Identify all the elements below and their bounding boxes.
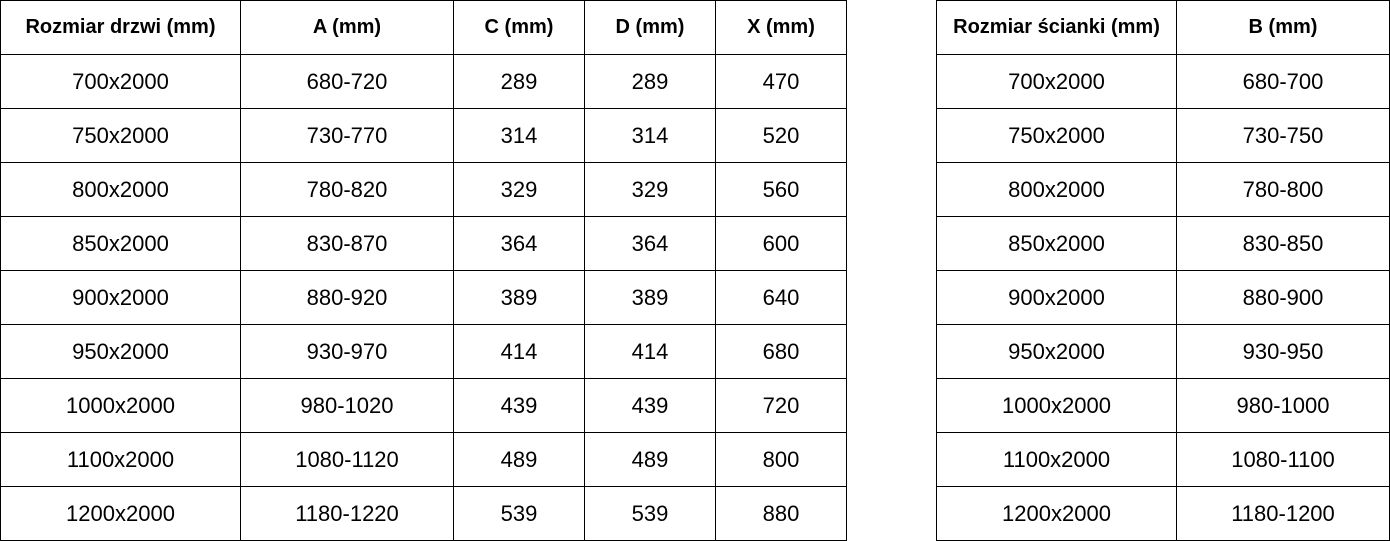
table-cell-wall-size: 750x2000 [936, 108, 1177, 163]
header-door-size: Rozmiar drzwi (mm) [0, 0, 241, 55]
table-cell-door-size: 750x2000 [0, 108, 241, 163]
table-cell-c: 364 [453, 216, 585, 271]
table-cell-door-size: 950x2000 [0, 324, 241, 379]
table-cell-c: 489 [453, 432, 585, 487]
table-row: 950x2000 930-970 414 414 680 [0, 324, 847, 379]
table-row: 800x2000 780-820 329 329 560 [0, 162, 847, 217]
table-cell-d: 364 [584, 216, 716, 271]
table-row: 1100x2000 1080-1120 489 489 800 [0, 432, 847, 487]
table-cell-x: 800 [715, 432, 847, 487]
table-cell-x: 470 [715, 54, 847, 109]
table-cell-c: 289 [453, 54, 585, 109]
header-d: D (mm) [584, 0, 716, 55]
table-cell-b: 1180-1200 [1176, 486, 1390, 541]
table-cell-c: 414 [453, 324, 585, 379]
table-row: 1100x2000 1080-1100 [936, 432, 1390, 487]
table-cell-d: 539 [584, 486, 716, 541]
table-cell-wall-size: 800x2000 [936, 162, 1177, 217]
table-cell-x: 680 [715, 324, 847, 379]
table-cell-d: 329 [584, 162, 716, 217]
table-row: 700x2000 680-700 [936, 54, 1390, 109]
table-cell-a: 680-720 [240, 54, 454, 109]
table-cell-a: 1180-1220 [240, 486, 454, 541]
table-cell-b: 980-1000 [1176, 378, 1390, 433]
table-cell-door-size: 1200x2000 [0, 486, 241, 541]
table-cell-x: 720 [715, 378, 847, 433]
table-cell-d: 314 [584, 108, 716, 163]
table-cell-b: 780-800 [1176, 162, 1390, 217]
table-cell-b: 1080-1100 [1176, 432, 1390, 487]
table-cell-x: 640 [715, 270, 847, 325]
table-row: 750x2000 730-770 314 314 520 [0, 108, 847, 163]
table-cell-wall-size: 950x2000 [936, 324, 1177, 379]
table-cell-d: 439 [584, 378, 716, 433]
table-cell-door-size: 1100x2000 [0, 432, 241, 487]
table-row: 800x2000 780-800 [936, 162, 1390, 217]
table-cell-door-size: 900x2000 [0, 270, 241, 325]
table-cell-d: 489 [584, 432, 716, 487]
table-cell-x: 520 [715, 108, 847, 163]
table-row: 850x2000 830-850 [936, 216, 1390, 271]
table-cell-b: 880-900 [1176, 270, 1390, 325]
header-wall-size: Rozmiar ścianki (mm) [936, 0, 1177, 55]
header-c: C (mm) [453, 0, 585, 55]
table-cell-b: 680-700 [1176, 54, 1390, 109]
table-cell-door-size: 850x2000 [0, 216, 241, 271]
table-cell-c: 389 [453, 270, 585, 325]
table-row: 850x2000 830-870 364 364 600 [0, 216, 847, 271]
table-header-row: Rozmiar drzwi (mm) A (mm) C (mm) D (mm) … [0, 0, 847, 55]
table-cell-a: 780-820 [240, 162, 454, 217]
table-cell-c: 329 [453, 162, 585, 217]
table-cell-wall-size: 1000x2000 [936, 378, 1177, 433]
table-cell-door-size: 700x2000 [0, 54, 241, 109]
table-row: 750x2000 730-750 [936, 108, 1390, 163]
table-cell-door-size: 1000x2000 [0, 378, 241, 433]
table-cell-x: 600 [715, 216, 847, 271]
table-cell-wall-size: 850x2000 [936, 216, 1177, 271]
table-cell-a: 930-970 [240, 324, 454, 379]
table-cell-b: 830-850 [1176, 216, 1390, 271]
table-cell-a: 980-1020 [240, 378, 454, 433]
table-row: 950x2000 930-950 [936, 324, 1390, 379]
table-header-row: Rozmiar ścianki (mm) B (mm) [936, 0, 1390, 55]
table-cell-x: 880 [715, 486, 847, 541]
table-row: 1200x2000 1180-1200 [936, 486, 1390, 541]
table-cell-a: 880-920 [240, 270, 454, 325]
table-cell-a: 730-770 [240, 108, 454, 163]
header-b: B (mm) [1176, 0, 1390, 55]
table-cell-d: 289 [584, 54, 716, 109]
door-size-table: Rozmiar drzwi (mm) A (mm) C (mm) D (mm) … [0, 0, 847, 541]
table-cell-b: 730-750 [1176, 108, 1390, 163]
header-x: X (mm) [715, 0, 847, 55]
table-cell-d: 389 [584, 270, 716, 325]
table-cell-c: 314 [453, 108, 585, 163]
table-cell-wall-size: 700x2000 [936, 54, 1177, 109]
table-row: 900x2000 880-900 [936, 270, 1390, 325]
table-row: 700x2000 680-720 289 289 470 [0, 54, 847, 109]
table-cell-wall-size: 900x2000 [936, 270, 1177, 325]
table-cell-c: 439 [453, 378, 585, 433]
table-row: 1000x2000 980-1000 [936, 378, 1390, 433]
table-cell-c: 539 [453, 486, 585, 541]
wall-size-table: Rozmiar ścianki (mm) B (mm) 700x2000 680-… [936, 0, 1390, 541]
table-cell-wall-size: 1200x2000 [936, 486, 1177, 541]
header-a: A (mm) [240, 0, 454, 55]
table-cell-x: 560 [715, 162, 847, 217]
table-cell-door-size: 800x2000 [0, 162, 241, 217]
table-cell-b: 930-950 [1176, 324, 1390, 379]
table-row: 1200x2000 1180-1220 539 539 880 [0, 486, 847, 541]
table-row: 900x2000 880-920 389 389 640 [0, 270, 847, 325]
table-row: 1000x2000 980-1020 439 439 720 [0, 378, 847, 433]
table-cell-wall-size: 1100x2000 [936, 432, 1177, 487]
table-cell-a: 1080-1120 [240, 432, 454, 487]
table-cell-d: 414 [584, 324, 716, 379]
table-cell-a: 830-870 [240, 216, 454, 271]
